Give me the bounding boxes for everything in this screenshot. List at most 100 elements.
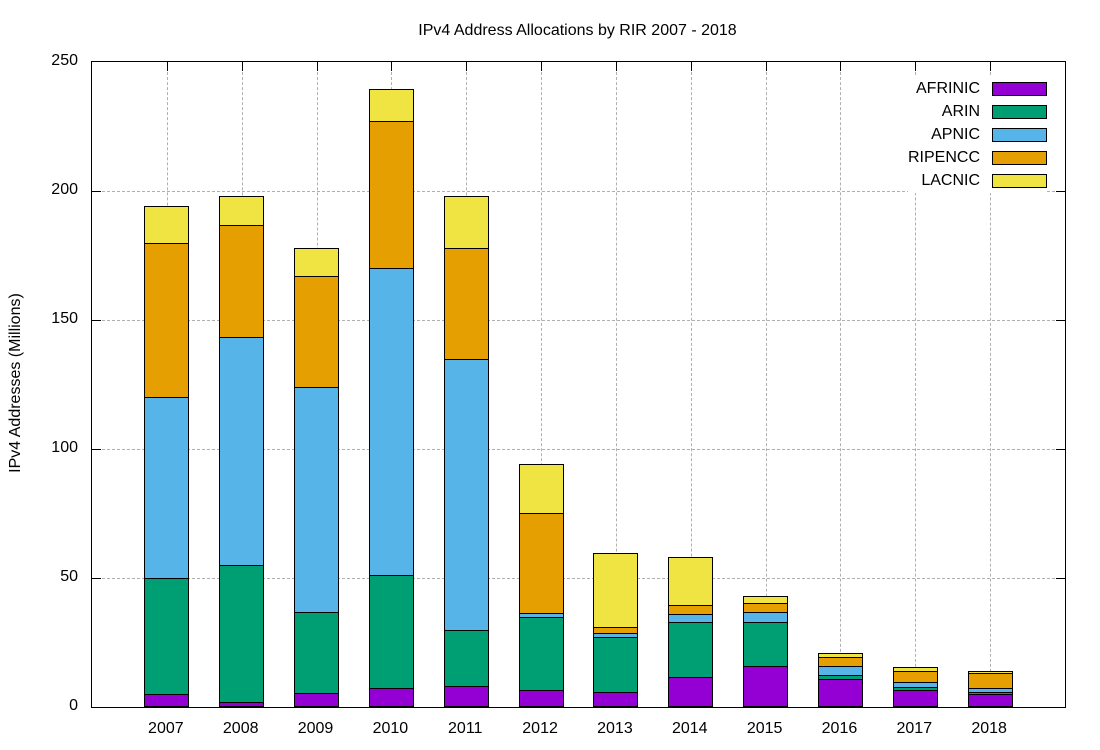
bar-2018-lacnic [967,671,1013,674]
bar-2013-arin [593,637,639,693]
bar-2017-lacnic [892,667,938,672]
bar-2011-apnic [443,359,489,631]
gridline-h-200 [92,191,1065,192]
ytick-right-200 [1056,191,1065,192]
bar-2007-ripencc [144,243,190,398]
y-tick-label-200: 200 [51,181,78,198]
bar-2008-lacnic [219,196,265,226]
legend-entry-arin: ARIN [908,100,1047,123]
gridline-v-2018 [990,62,992,707]
bar-2007-lacnic [144,206,190,244]
x-tick-label-2018: 2018 [971,720,1007,737]
bar-2014-lacnic [668,557,714,606]
xtick-top-2008 [241,62,243,71]
xtick-top-2014 [690,62,692,71]
bar-2011-lacnic [443,196,489,249]
ytick-left-100 [92,449,101,450]
xtick-top-2018 [990,62,992,71]
x-tick-label-2016: 2016 [821,720,858,737]
x-tick-label-2015: 2015 [746,720,783,737]
bar-2012-arin [518,617,564,691]
xtick-top-2015 [765,62,767,71]
legend-entry-apnic: APNIC [908,123,1047,146]
bar-2010-ripencc [368,121,414,269]
bar-2012-afrinic [518,690,564,707]
bar-2009-ripencc [294,276,340,388]
legend-entry-afrinic: AFRINIC [908,77,1047,100]
bar-2008-apnic [219,337,265,566]
y-tick-label-50: 50 [60,568,78,585]
ytick-right-50 [1056,578,1065,579]
bar-2007-afrinic [144,694,190,707]
bar-2016-lacnic [817,653,863,658]
bar-2014-apnic [668,614,714,623]
bar-2015-arin [743,622,789,667]
bar-2011-afrinic [443,686,489,707]
x-tick-label-2012: 2012 [522,720,558,737]
bar-2017-ripencc [892,671,938,683]
bar-2009-afrinic [294,693,340,707]
bar-2013-ripencc [593,627,639,634]
gridline-v-2016 [840,62,842,707]
bar-2013-lacnic [593,553,639,628]
gridline-h-50 [92,578,1065,579]
bar-2011-ripencc [443,248,489,360]
bar-2012-ripencc [518,513,564,614]
legend-label-afrinic: AFRINIC [916,79,980,97]
x-tick-label-2008: 2008 [222,720,259,737]
legend-label-apnic: APNIC [931,125,980,143]
bar-2016-ripencc [817,657,863,667]
bar-2010-arin [368,575,414,689]
x-tick-label-2014: 2014 [671,720,708,737]
ytick-left-50 [92,578,101,579]
xtick-top-2012 [541,62,543,71]
ytick-right-150 [1056,320,1065,321]
bar-2010-lacnic [368,89,414,122]
bar-2014-arin [668,622,714,678]
ytick-left-200 [92,191,101,192]
bar-2009-arin [294,612,340,694]
bar-2016-afrinic [817,679,863,707]
xtick-top-2007 [166,62,168,71]
xtick-top-2016 [840,62,842,71]
y-tick-label-250: 250 [51,52,78,69]
gridline-h-100 [92,449,1065,450]
x-tick-label-2007: 2007 [148,720,184,737]
bar-2015-afrinic [743,666,789,707]
bar-2016-apnic [817,666,863,676]
legend-label-arin: ARIN [941,102,980,120]
xtick-top-2010 [391,62,393,71]
bar-2015-lacnic [743,596,789,604]
bar-2014-afrinic [668,677,714,707]
xtick-top-2013 [615,62,617,71]
legend-swatch-lacnic [992,173,1047,188]
xtick-top-2017 [915,62,917,71]
bar-2013-afrinic [593,692,639,707]
bar-2009-lacnic [294,248,340,277]
chart-title: IPv4 Address Allocations by RIR 2007 - 2… [418,22,737,39]
bar-2017-afrinic [892,690,938,707]
bar-2018-afrinic [967,694,1013,707]
bar-2015-ripencc [743,603,789,613]
bar-2007-apnic [144,397,190,579]
gridline-v-2017 [915,62,917,707]
legend-label-ripencc: RIPENCC [907,148,980,166]
legend: AFRINIC ARIN APNIC RIPENCC LACNIC [907,76,1047,193]
y-axis-title: IPv4 Addresses (Millions) [7,293,24,473]
legend-swatch-apnic [992,127,1047,142]
plot-area: AFRINIC ARIN APNIC RIPENCC LACNIC [91,61,1066,708]
bar-2008-ripencc [219,225,265,338]
legend-label-lacnic: LACNIC [921,171,980,189]
bar-2011-arin [443,630,489,687]
ytick-left-150 [92,320,101,321]
legend-swatch-arin [992,104,1047,119]
x-tick-label-2011: 2011 [448,720,483,737]
y-tick-label-150: 150 [51,310,78,327]
gridline-v-2013 [615,62,617,707]
y-tick-label-0: 0 [69,697,78,714]
x-tick-label-2009: 2009 [297,720,334,737]
bar-2015-apnic [743,612,789,623]
legend-entry-lacnic: LACNIC [908,169,1047,192]
bar-2018-ripencc [967,673,1013,689]
